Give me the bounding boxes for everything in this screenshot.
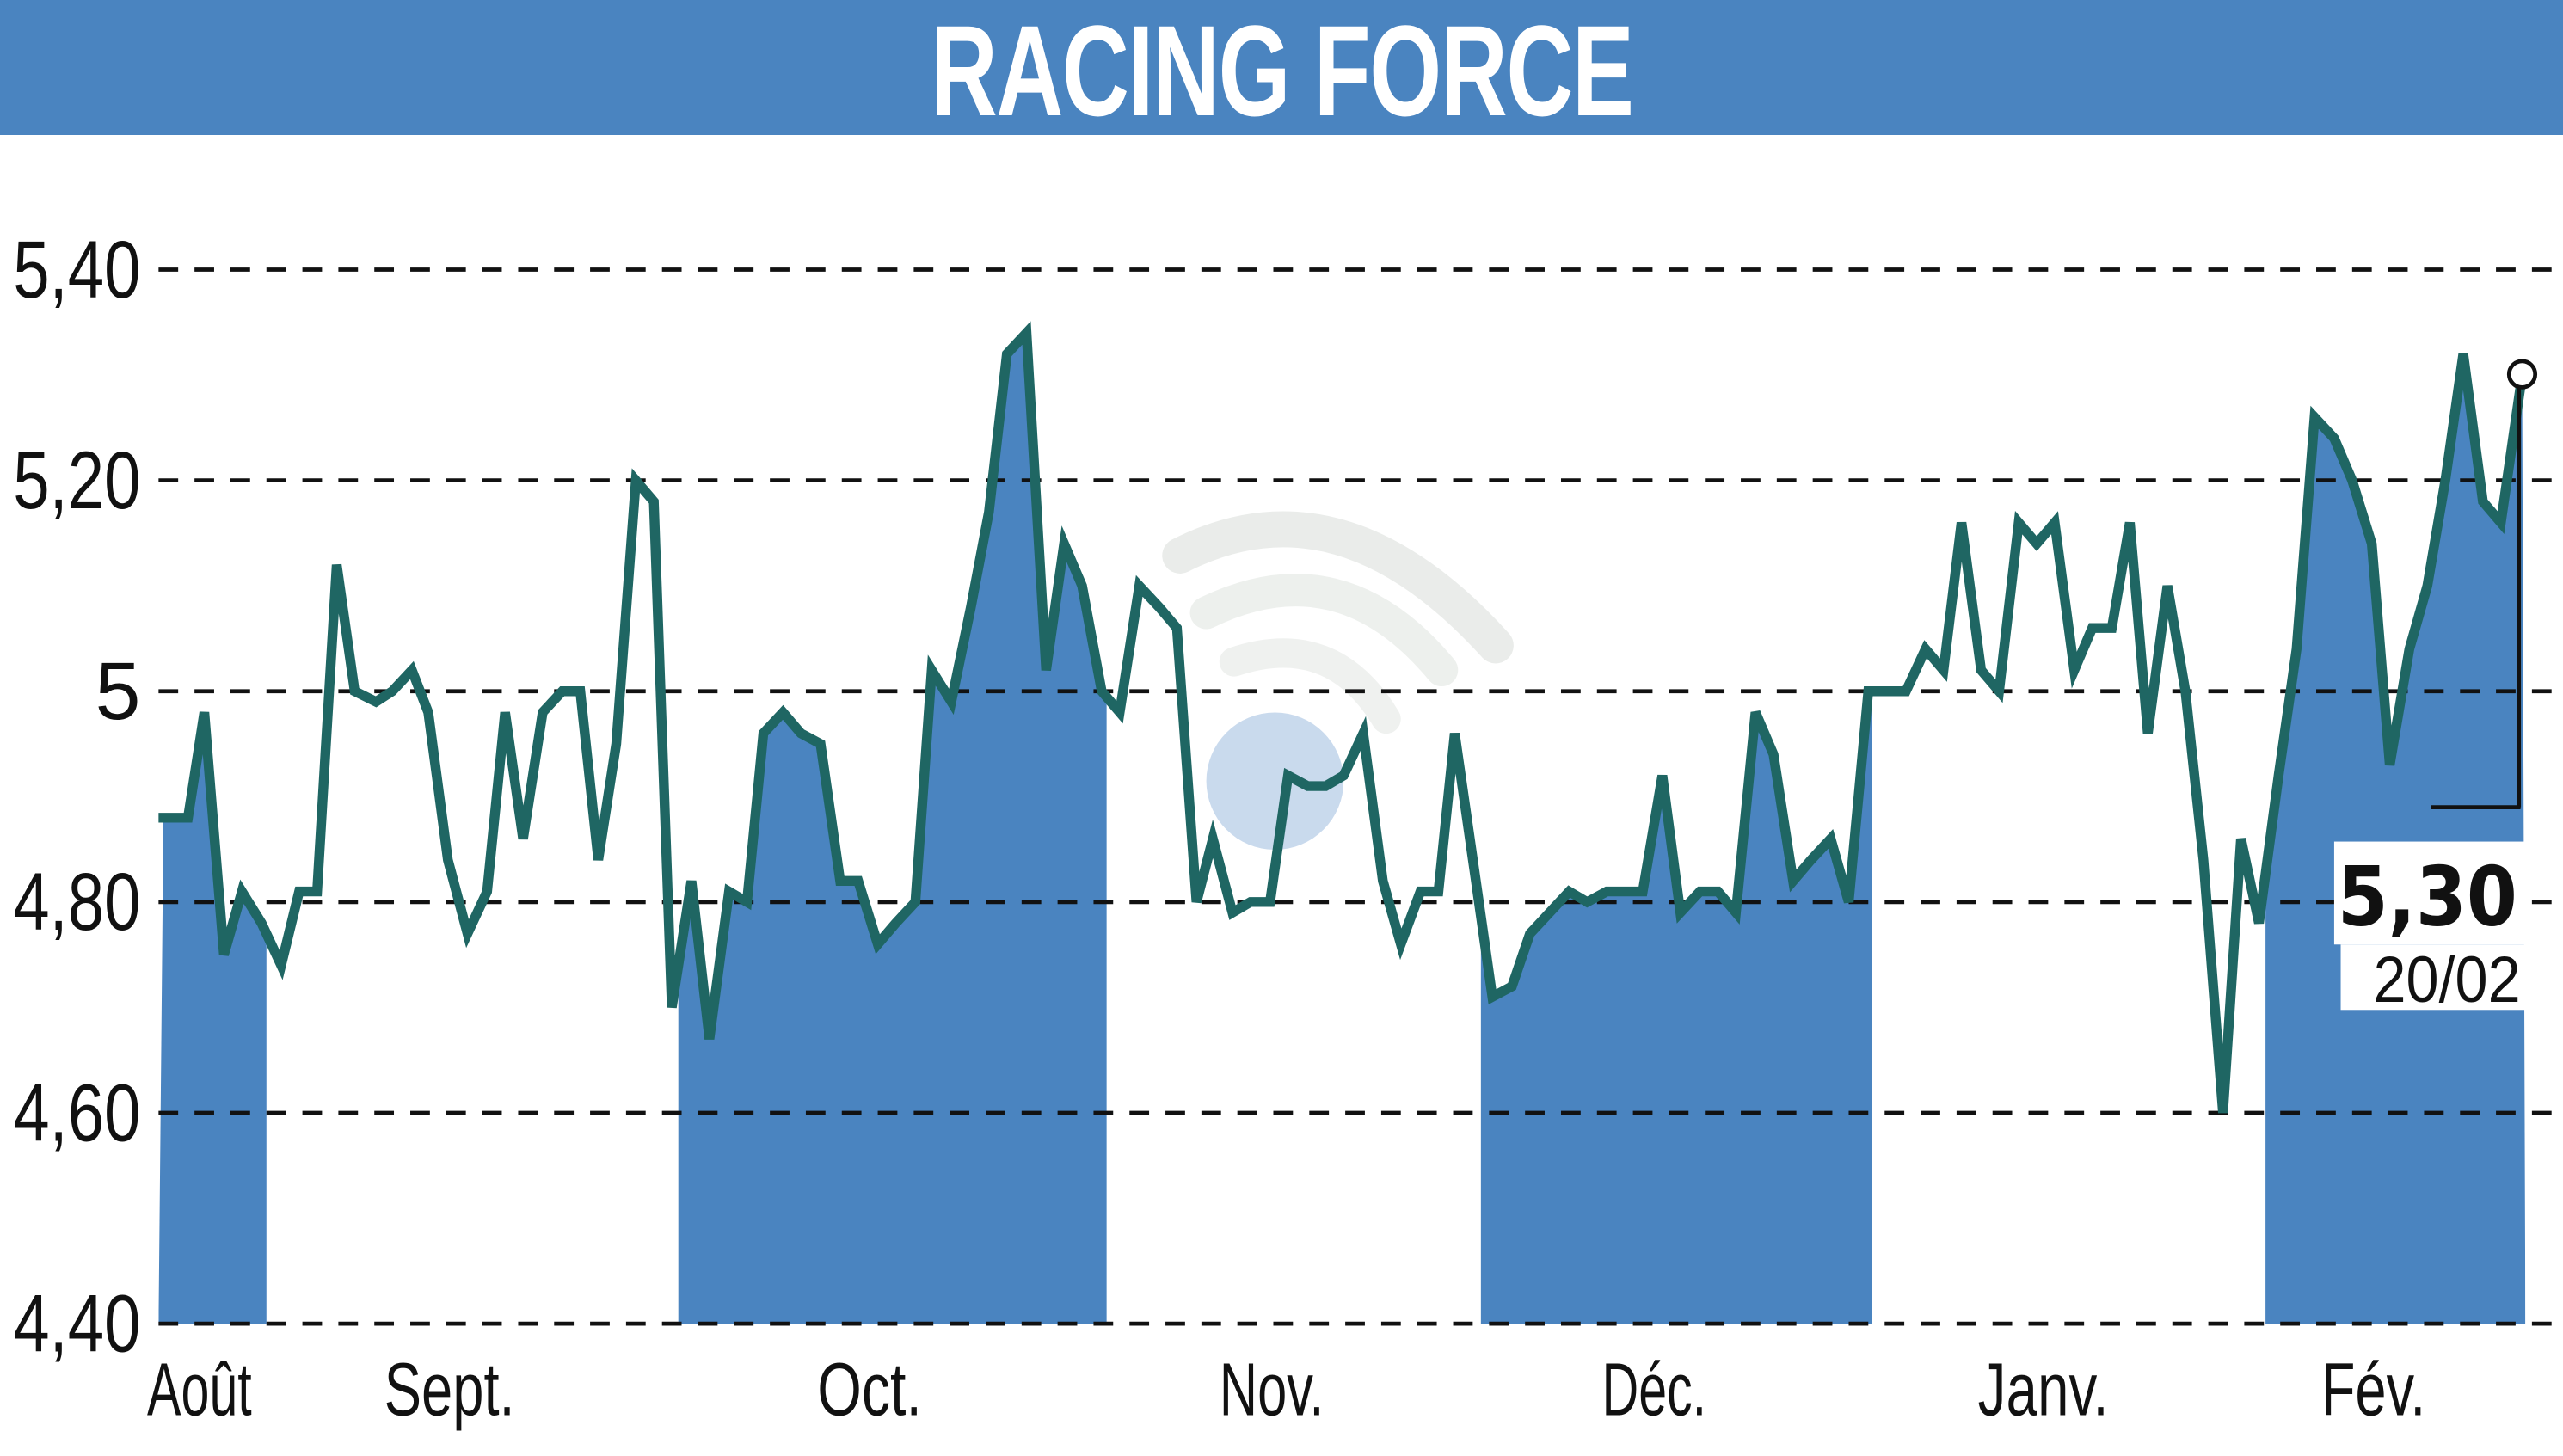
- x-tick-label: Sept.: [384, 1348, 515, 1432]
- x-tick-label: Oct.: [817, 1348, 922, 1432]
- x-axis-labels: Août Sept. Oct. Nov. Déc. Janv. Fév.: [147, 1348, 2425, 1432]
- y-tick-label: 5,40: [13, 224, 140, 316]
- x-tick-label: Déc.: [1602, 1348, 1707, 1432]
- y-tick-label: 4,40: [13, 1278, 140, 1369]
- last-point-marker: [2506, 359, 2538, 390]
- y-tick-label: 4,80: [13, 857, 140, 948]
- x-tick-label: Janv.: [1978, 1348, 2109, 1432]
- last-value-label: 5,30: [2338, 850, 2517, 944]
- x-tick-label: Août: [147, 1348, 252, 1432]
- month-band: [678, 333, 1107, 1324]
- month-band: [2265, 333, 2526, 1324]
- x-tick-label: Fév.: [2321, 1348, 2426, 1432]
- title-bar: RACING FORCE: [0, 0, 2563, 135]
- x-tick-label: Nov.: [1220, 1348, 1325, 1432]
- month-band: [1480, 333, 1872, 1324]
- watermark-signal-icon: [1162, 511, 1514, 851]
- chart-title: RACING FORCE: [930, 0, 1634, 143]
- y-tick-label: 4,60: [13, 1067, 140, 1158]
- last-value-callout: 5,30 20/02: [2333, 359, 2538, 1017]
- y-axis-labels: 5,40 5,20 5 4,80 4,60 4,40: [13, 224, 140, 1370]
- last-date-label: 20/02: [2374, 943, 2521, 1017]
- y-tick-label: 5,20: [13, 435, 140, 526]
- y-tick-label: 5: [95, 646, 141, 737]
- price-line: [158, 321, 2528, 1114]
